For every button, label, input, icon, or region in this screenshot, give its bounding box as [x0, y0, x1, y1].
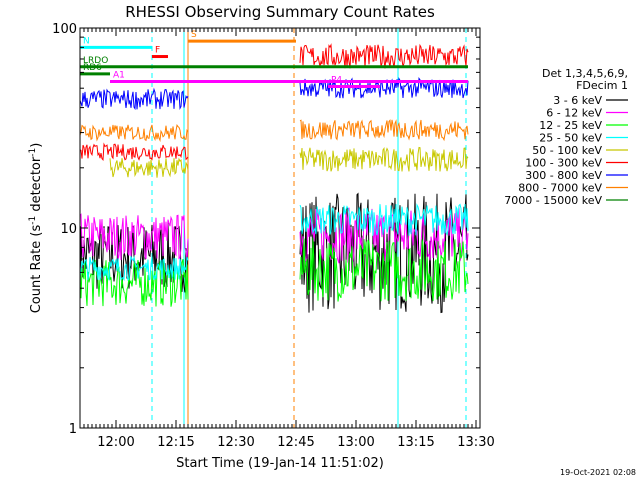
series-line	[109, 157, 189, 178]
y-axis-label: Count Rate (s-1 detector-1)	[28, 143, 44, 314]
flag-label: RD6	[83, 63, 102, 73]
legend-entry-label: 50 - 100 keV	[532, 144, 602, 157]
flag-label: F	[155, 46, 160, 56]
y-axis-ticks: 1 10 100	[52, 22, 480, 437]
chart-title: RHESSI Observing Summary Count Rates	[125, 3, 435, 21]
series-line	[299, 203, 469, 236]
x-tick-label: 12:30	[217, 435, 254, 450]
series-line	[299, 192, 469, 314]
y-tick-label: 10	[60, 222, 77, 237]
x-tick-label: 13:30	[457, 435, 494, 450]
series-line	[79, 255, 189, 282]
flag-label: A1	[113, 71, 125, 81]
series-line	[299, 207, 469, 264]
legend-entry-label: 25 - 50 keV	[539, 132, 602, 145]
series-line	[79, 87, 189, 111]
x-tick-label: 13:15	[397, 435, 434, 450]
flag-label: P4	[331, 75, 342, 85]
flag-label: LRDO	[83, 56, 108, 66]
legend-title-line2: FDecim 1	[576, 79, 628, 92]
legend-entry-label: 6 - 12 keV	[546, 107, 602, 120]
legend-entry-label: 300 - 800 keV	[525, 169, 602, 182]
series-line	[79, 123, 189, 143]
legend-entry-label: 800 - 7000 keV	[518, 182, 602, 195]
series-line	[79, 142, 189, 162]
series-line	[79, 220, 189, 293]
legend-entry-label: 7000 - 15000 keV	[504, 194, 602, 207]
x-tick-label: 12:15	[157, 435, 194, 450]
footer-date: 19-Oct-2021 02:08	[560, 468, 636, 477]
plot-frame	[79, 27, 481, 429]
flag-label: N	[83, 36, 90, 46]
legend-entry-label: 100 - 300 keV	[525, 157, 602, 170]
series-line	[299, 146, 469, 172]
legend-entry-label: 12 - 25 keV	[539, 119, 602, 132]
series-line	[299, 237, 469, 302]
y-tick-label: 1	[69, 422, 77, 437]
x-tick-label: 12:45	[277, 435, 314, 450]
series-line	[79, 213, 189, 262]
y-tick-label: 100	[52, 22, 77, 37]
legend-entry-label: 3 - 6 keV	[553, 94, 602, 107]
legend-title-line1: Det 1,3,4,5,6,9,	[542, 67, 628, 80]
series-line	[299, 119, 469, 142]
x-axis-ticks: 12:00 12:15 12:30 12:45 13:00 13:15 13:30	[83, 28, 495, 450]
x-axis-label: Start Time (19-Jan-14 11:51:02)	[176, 456, 384, 471]
series-line	[299, 43, 469, 69]
x-tick-label: 12:00	[97, 435, 134, 450]
x-tick-label: 13:00	[337, 435, 374, 450]
flag-label: S	[191, 30, 197, 40]
